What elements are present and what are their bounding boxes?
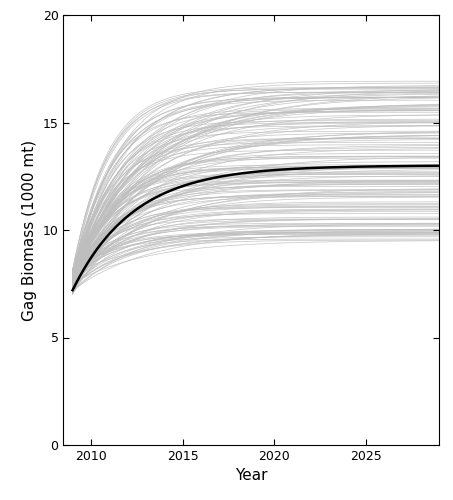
Y-axis label: Gag Biomass (1000 mt): Gag Biomass (1000 mt) xyxy=(22,140,37,320)
X-axis label: Year: Year xyxy=(235,468,268,483)
